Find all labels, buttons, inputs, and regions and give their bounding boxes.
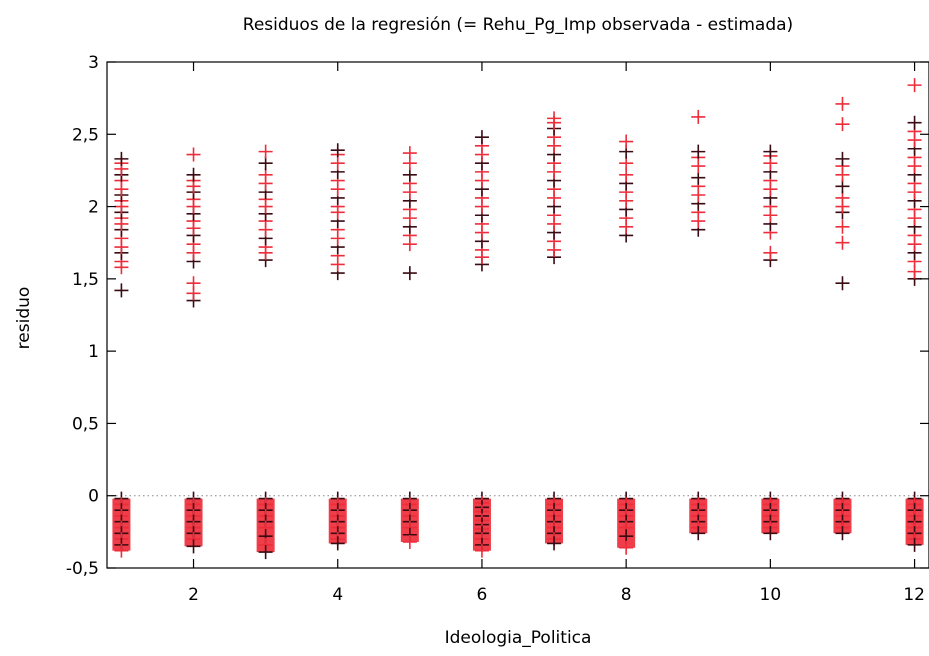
residual-point-upper [186,276,201,291]
residual-point-upper [691,109,706,124]
residual-point-upper [114,151,129,166]
residual-point-upper [907,78,922,93]
residual-point-lower [186,539,201,554]
x-axis-label: Ideologia_Politica [445,628,592,648]
residual-point-lower [835,526,850,541]
x-tick-label: 6 [477,585,488,605]
residual-point-upper [763,144,778,159]
y-tick-label: 2 [88,198,99,218]
data-points [112,78,924,560]
residual-point-upper [835,117,850,132]
residual-point-upper [835,276,850,291]
residual-point-upper [691,144,706,159]
residual-point-lower [547,536,562,551]
axis-ticks: -0,5 0 0,5 1 1,5 2 2,5 3 2 4 6 8 10 12 [66,53,929,605]
residual-point-upper [619,134,634,149]
y-tick-label: 0,5 [72,414,99,434]
y-tick-label: 2,5 [72,125,99,145]
residual-point-lower [691,526,706,541]
residual-point-lower [402,534,417,549]
residual-point-lower [619,540,634,555]
residual-point-upper [330,143,345,158]
y-tick-label: 0 [88,487,99,507]
residual-point-upper [835,151,850,166]
y-tick-label: 3 [88,53,99,73]
residual-point-lower [258,545,273,560]
residual-point-upper [402,146,417,161]
residual-point-lower [114,543,129,558]
chart-title: Residuos de la regresión (= Rehu_Pg_Imp … [243,15,793,35]
residual-point-lower [763,526,778,541]
x-tick-label: 12 [903,585,925,605]
residual-point-upper [835,96,850,111]
residual-point-upper [114,283,129,298]
residual-point-upper [186,147,201,162]
residual-point-upper [763,245,778,260]
residual-point-lower [330,536,345,551]
residual-point-upper [186,167,201,182]
residual-point-upper [907,115,922,130]
y-tick-label: 1,5 [72,270,99,290]
y-tick-label: -0,5 [66,559,99,579]
residual-point-lower [907,537,922,552]
residual-point-upper [402,266,417,281]
y-axis-label: residuo [14,287,34,350]
x-tick-label: 8 [621,585,632,605]
residual-point-upper [547,111,562,126]
x-tick-label: 2 [188,585,199,605]
x-tick-label: 4 [332,585,343,605]
residual-point-upper [835,219,850,234]
residual-point-lower [474,543,489,558]
y-tick-label: 1 [88,342,99,362]
x-tick-label: 10 [760,585,782,605]
residual-point-upper [835,235,850,250]
residual-point-upper [258,144,273,159]
plot-frame [106,61,929,569]
residual-point-upper [474,130,489,145]
